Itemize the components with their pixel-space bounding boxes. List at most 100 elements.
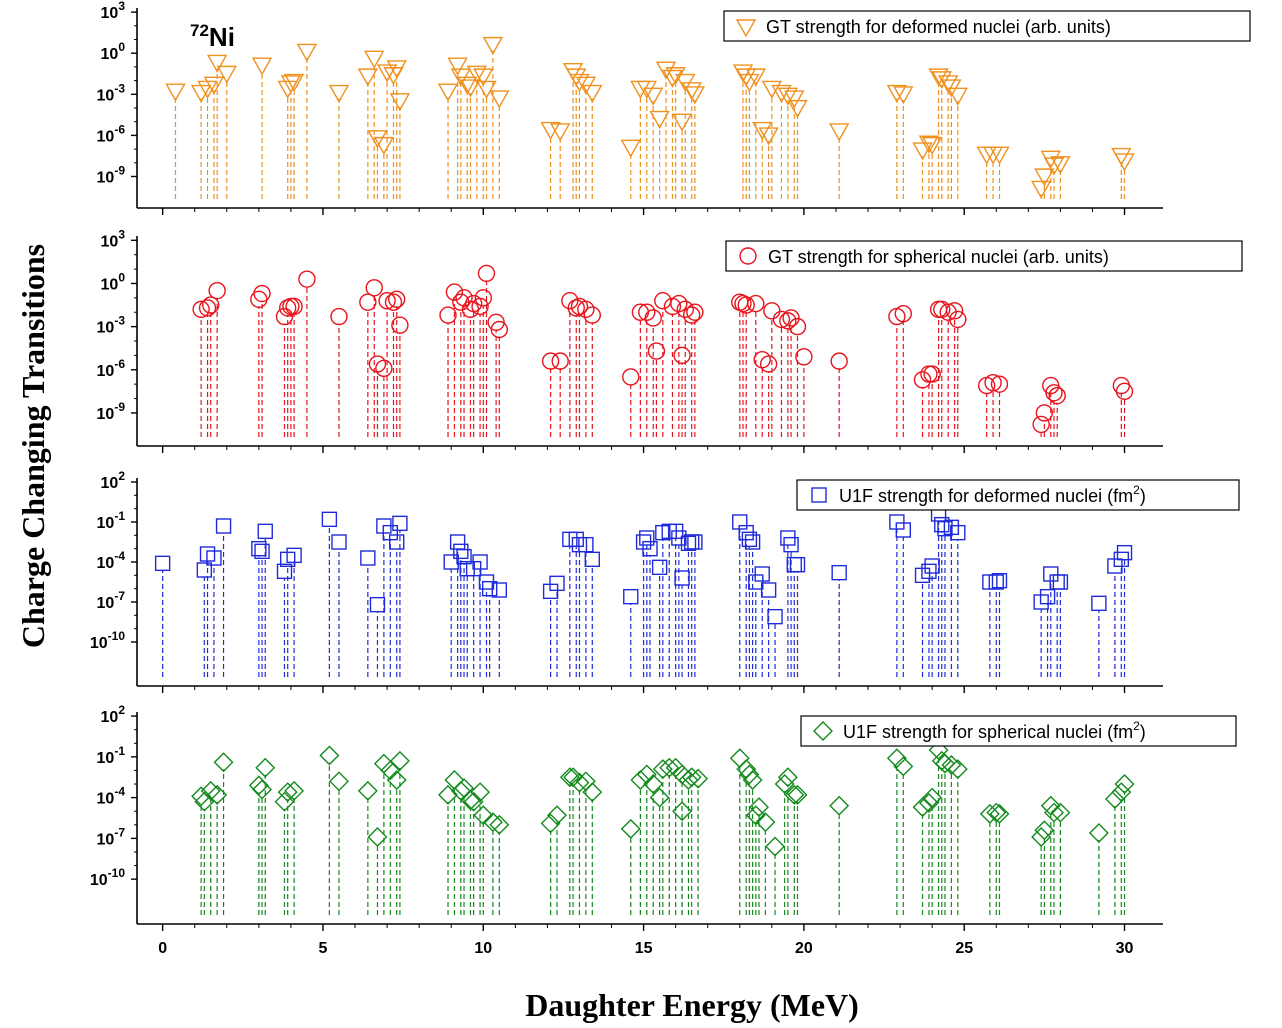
data-point: [369, 596, 386, 613]
data-point: [165, 83, 186, 102]
data-point: [913, 371, 932, 389]
data-point: [569, 73, 590, 93]
data-point: [550, 123, 571, 142]
data-point: [253, 284, 271, 303]
data-point: [782, 309, 800, 327]
data-point: [784, 90, 805, 109]
data-point: [285, 297, 303, 316]
data-point: [912, 142, 933, 161]
legend-label-sup: 2: [1133, 719, 1140, 733]
data-point: [647, 342, 666, 360]
data-point: [582, 84, 603, 103]
data-point: [477, 264, 496, 283]
data-point: [1040, 795, 1061, 816]
data-point: [777, 87, 799, 106]
data-point: [584, 551, 600, 568]
data-point: [752, 121, 773, 140]
data-point: [921, 136, 943, 156]
y-tick-label: 10-7: [97, 589, 126, 612]
y-tick-exponent: -9: [114, 400, 125, 414]
nucleus-symbol: Ni: [209, 22, 235, 52]
data-point: [1116, 544, 1133, 561]
data-point: [643, 87, 664, 106]
data-point: [988, 574, 1004, 590]
data-point: [1048, 386, 1066, 405]
legend-label: GT strength for deformed nuclei (arb. un…: [766, 17, 1111, 37]
data-point: [620, 139, 641, 158]
y-tick-exponent: -7: [114, 825, 125, 839]
y-tick-label: 103: [101, 0, 126, 22]
data-point: [1088, 822, 1109, 843]
data-point: [979, 803, 1000, 824]
y-tick-exponent: -1: [114, 744, 125, 758]
y-tick-exponent: -10: [108, 629, 126, 643]
y-tick-base: 10: [97, 363, 115, 380]
data-point: [623, 588, 639, 605]
legend-label: U1F strength for spherical nuclei (fm2): [843, 719, 1146, 742]
data-point: [559, 767, 580, 788]
data-point: [749, 797, 770, 818]
data-point: [384, 293, 403, 311]
data-point: [918, 793, 939, 814]
data-point: [329, 771, 349, 792]
y-tick-exponent: -1: [114, 509, 125, 523]
data-point: [636, 764, 657, 785]
data-point: [1031, 827, 1052, 848]
data-point: [551, 352, 569, 370]
data-point: [250, 290, 268, 308]
y-tick-base: 10: [90, 635, 108, 652]
x-tick-label: 30: [1116, 940, 1134, 957]
y-tick-label: 10-6: [97, 357, 126, 380]
y-tick-label: 10-4: [97, 549, 126, 572]
data-point: [894, 304, 912, 323]
data-point: [1052, 574, 1069, 590]
data-point: [437, 83, 459, 102]
data-point: [829, 795, 850, 816]
data-point: [1030, 180, 1052, 199]
data-point: [758, 127, 779, 146]
data-point: [949, 310, 967, 329]
data-point: [742, 769, 763, 790]
data-point: [482, 36, 504, 56]
data-point: [759, 355, 778, 373]
data-point: [665, 67, 686, 86]
y-tick-exponent: -9: [114, 163, 125, 177]
data-point: [277, 782, 298, 803]
data-point: [767, 608, 783, 625]
data-point: [620, 818, 641, 839]
data-point: [945, 302, 964, 320]
data-point: [445, 283, 464, 301]
data-point: [788, 317, 807, 336]
y-tick-label: 10-9: [97, 163, 126, 186]
legend-marker: [739, 247, 757, 265]
data-point: [630, 769, 651, 790]
data-point: [686, 303, 704, 321]
data-point: [330, 307, 348, 326]
data-point: [984, 374, 1002, 392]
data-point: [986, 802, 1007, 823]
legend-marker: [811, 487, 827, 503]
data-point: [198, 299, 217, 317]
data-point: [989, 803, 1010, 824]
data-point: [547, 805, 568, 826]
data-point: [196, 562, 213, 578]
data-point: [577, 300, 595, 319]
y-tick-base: 10: [101, 276, 119, 293]
data-point: [947, 759, 968, 780]
legend-box: [725, 240, 1243, 272]
legend-u1f-deformed: U1F strength for deformed nuclei (fm2): [796, 479, 1240, 511]
data-point: [357, 68, 379, 87]
y-tick-base: 10: [97, 320, 115, 337]
y-tick-exponent: -7: [114, 589, 125, 603]
data-point: [737, 296, 755, 314]
legend-marker: [813, 721, 833, 741]
y-tick-base: 10: [101, 46, 119, 63]
y-tick-label: 102: [101, 703, 126, 726]
data-point: [774, 774, 795, 795]
data-point: [681, 767, 702, 788]
y-tick-label: 100: [101, 270, 126, 293]
data-point: [1045, 384, 1063, 402]
data-point: [651, 559, 668, 576]
data-point: [674, 570, 690, 586]
